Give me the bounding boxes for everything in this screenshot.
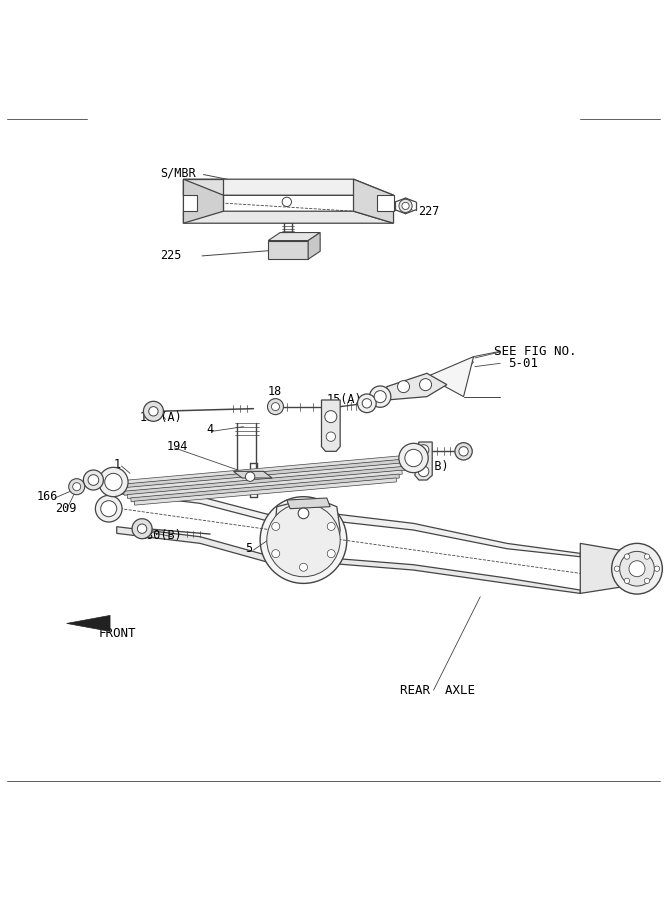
Circle shape <box>88 474 99 485</box>
Circle shape <box>399 444 428 472</box>
Polygon shape <box>275 500 340 563</box>
Polygon shape <box>580 544 640 593</box>
Circle shape <box>245 472 255 482</box>
Text: 15(A): 15(A) <box>327 393 362 407</box>
Circle shape <box>644 578 650 583</box>
Circle shape <box>95 495 122 522</box>
Text: 4: 4 <box>207 424 214 436</box>
Text: 194: 194 <box>167 440 188 454</box>
Polygon shape <box>354 179 394 223</box>
Circle shape <box>644 554 650 559</box>
Text: 227: 227 <box>418 204 440 218</box>
Polygon shape <box>415 442 432 480</box>
Circle shape <box>629 561 645 577</box>
Text: 5: 5 <box>245 542 253 555</box>
Polygon shape <box>113 454 414 485</box>
Text: S/MBR: S/MBR <box>160 166 195 179</box>
Text: 5-01: 5-01 <box>508 356 538 370</box>
Circle shape <box>137 524 147 534</box>
Text: 180(B): 180(B) <box>140 529 183 542</box>
Circle shape <box>299 563 307 572</box>
Circle shape <box>132 518 152 539</box>
Polygon shape <box>330 513 580 557</box>
Circle shape <box>299 508 307 517</box>
Polygon shape <box>127 470 402 499</box>
Polygon shape <box>268 240 308 259</box>
Circle shape <box>405 449 422 467</box>
Polygon shape <box>308 232 320 259</box>
Circle shape <box>420 379 432 391</box>
Circle shape <box>105 473 122 491</box>
Polygon shape <box>233 472 272 478</box>
Polygon shape <box>183 195 197 212</box>
Circle shape <box>271 402 279 410</box>
Polygon shape <box>183 179 394 195</box>
Polygon shape <box>131 474 400 502</box>
Polygon shape <box>377 195 394 212</box>
Circle shape <box>362 399 372 408</box>
Text: FRONT: FRONT <box>99 627 136 640</box>
Circle shape <box>260 497 347 583</box>
Circle shape <box>149 407 158 416</box>
Circle shape <box>271 550 279 558</box>
Circle shape <box>271 522 279 530</box>
Circle shape <box>612 544 662 594</box>
Circle shape <box>402 202 409 210</box>
Text: 225: 225 <box>160 249 181 263</box>
Polygon shape <box>120 463 408 492</box>
Circle shape <box>327 522 336 530</box>
Circle shape <box>143 401 163 421</box>
Text: 18: 18 <box>268 385 282 398</box>
Text: 166: 166 <box>37 491 58 503</box>
Polygon shape <box>287 498 330 508</box>
Circle shape <box>325 410 337 423</box>
Polygon shape <box>117 458 411 489</box>
Polygon shape <box>321 400 340 451</box>
Polygon shape <box>183 179 223 223</box>
Circle shape <box>398 381 410 392</box>
Circle shape <box>455 443 472 460</box>
Circle shape <box>267 503 340 577</box>
Circle shape <box>73 482 81 491</box>
Polygon shape <box>330 558 580 593</box>
Circle shape <box>326 432 336 441</box>
Circle shape <box>624 554 630 559</box>
Polygon shape <box>134 478 396 505</box>
Circle shape <box>83 470 103 490</box>
Polygon shape <box>268 232 320 240</box>
Text: 1: 1 <box>113 458 121 472</box>
Polygon shape <box>124 466 405 495</box>
Text: REAR  AXLE: REAR AXLE <box>400 684 475 697</box>
Circle shape <box>614 566 620 572</box>
Circle shape <box>654 566 660 572</box>
Circle shape <box>267 399 283 415</box>
Circle shape <box>370 386 391 408</box>
Circle shape <box>418 466 429 477</box>
Circle shape <box>399 199 412 212</box>
Circle shape <box>101 500 117 517</box>
Circle shape <box>282 197 291 206</box>
Polygon shape <box>387 374 447 400</box>
Circle shape <box>459 446 468 456</box>
Circle shape <box>418 445 429 455</box>
Polygon shape <box>117 526 277 564</box>
Circle shape <box>327 550 336 558</box>
Polygon shape <box>67 616 110 632</box>
Circle shape <box>99 467 128 497</box>
Text: 209: 209 <box>55 501 76 515</box>
Text: SEE FIG NO.: SEE FIG NO. <box>494 346 576 358</box>
Circle shape <box>620 552 654 586</box>
Polygon shape <box>183 179 223 195</box>
Circle shape <box>624 578 630 583</box>
Text: 180(A): 180(A) <box>140 411 183 425</box>
Circle shape <box>358 394 376 412</box>
Polygon shape <box>183 212 394 223</box>
Text: 15(B): 15(B) <box>414 460 449 473</box>
Circle shape <box>374 391 386 402</box>
Circle shape <box>298 508 309 518</box>
Text: 18: 18 <box>458 445 472 457</box>
Polygon shape <box>427 356 474 397</box>
Circle shape <box>69 479 85 495</box>
Polygon shape <box>117 487 277 524</box>
